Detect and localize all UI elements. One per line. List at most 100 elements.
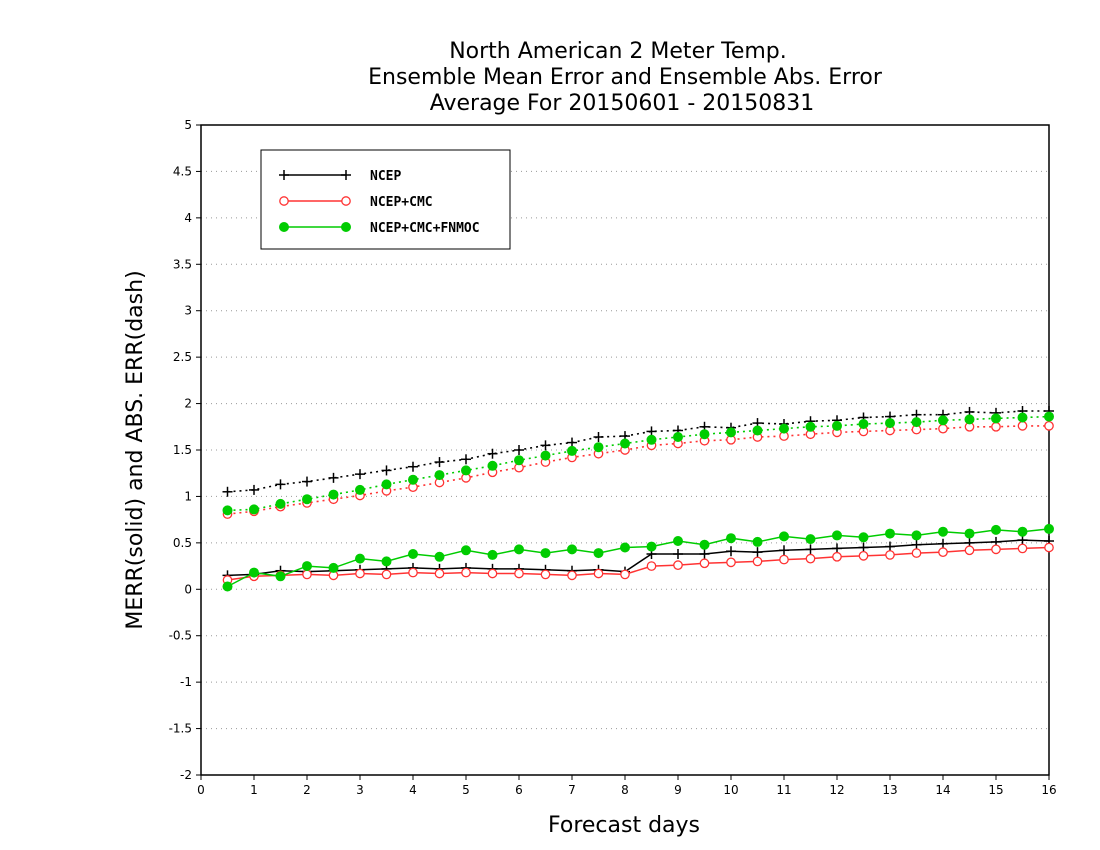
legend-label: NCEP+CMC (370, 195, 433, 210)
series-ncep-cmc-fnmoc-abs-err-line (227, 415, 1050, 512)
point-ncep-cmc-merr (381, 569, 392, 580)
point-ncep-cmc-fnmoc-merr (726, 533, 736, 544)
point-ncep-abs-err (302, 476, 312, 487)
point-ncep-merr (779, 545, 789, 556)
point-ncep-cmc-fnmoc-abs-err (805, 421, 816, 432)
point-ncep-cmc-merr (991, 544, 1001, 555)
point-ncep-abs-err (461, 454, 471, 465)
point-ncep-abs-err (249, 484, 259, 495)
point-ncep-cmc-fnmoc-abs-err (752, 425, 763, 436)
legend-label: NCEP+CMC+FNMOC (370, 221, 480, 236)
point-ncep-cmc-merr (779, 554, 789, 565)
point-ncep-merr (699, 549, 710, 559)
point-ncep-cmc-merr (964, 545, 975, 556)
point-ncep-cmc-fnmoc-abs-err (726, 427, 736, 438)
point-ncep-abs-err (275, 479, 286, 490)
y-tick-label: 3 (184, 304, 192, 318)
point-ncep-cmc-merr (1017, 543, 1028, 554)
point-ncep-cmc-fnmoc-abs-err (911, 417, 922, 428)
x-tick-label: 5 (462, 783, 470, 797)
y-tick-label: 4.5 (173, 164, 192, 178)
axes-layer: -2-1.5-1-0.500.511.522.533.544.550 1 2 3 4 5 6… (169, 118, 1057, 797)
point-ncep-merr (726, 546, 736, 557)
point-ncep-cmc-fnmoc-merr (434, 551, 445, 562)
legend-item-ncep-cmc-fnmoc: NCEP+CMC+FNMOC (279, 221, 480, 236)
point-ncep-cmc-merr (593, 568, 604, 579)
point-ncep-cmc-fnmoc-abs-err (885, 418, 895, 429)
legend-item-ncep-cmc: NCEP+CMC (279, 195, 433, 210)
y-tick-label: 0 (184, 582, 192, 596)
x-tick-label: 7 (568, 783, 576, 797)
point-ncep-cmc-fnmoc-abs-err (938, 415, 948, 426)
point-ncep-cmc-fnmoc-merr (832, 530, 842, 541)
series-layer (222, 406, 1054, 592)
y-tick-label: 1 (184, 489, 192, 503)
point-ncep-cmc-fnmoc-abs-err (381, 479, 392, 490)
legend: NCEP NCEP+CMC NCEP+CMC+FNMOC (260, 149, 511, 250)
point-ncep-cmc-merr (620, 569, 630, 580)
legend-items: NCEP NCEP+CMC NCEP+CMC+FNMOC (279, 169, 480, 236)
point-ncep-cmc-fnmoc-merr (911, 530, 922, 541)
point-ncep-abs-err (540, 440, 551, 451)
point-ncep-merr (938, 538, 948, 549)
point-ncep-abs-err (434, 457, 445, 468)
point-ncep-cmc-fnmoc-merr (567, 544, 577, 555)
point-ncep-cmc-merr (832, 551, 842, 562)
point-ncep-cmc-fnmoc-abs-err (434, 470, 445, 481)
legend-marker (279, 196, 289, 206)
x-tick-label: 0 (197, 783, 205, 797)
x-tick-label: 8 (621, 783, 629, 797)
point-ncep-merr (752, 547, 763, 558)
title-line-3: Average For 20150601 - 20150831 (430, 91, 815, 116)
point-ncep-cmc-fnmoc-merr (620, 542, 630, 553)
x-tick-label: 2 (303, 783, 311, 797)
point-ncep-cmc-fnmoc-abs-err (1044, 411, 1054, 422)
y-tick-label: 2.5 (173, 350, 192, 364)
y-tick-label: -1 (180, 675, 192, 689)
point-ncep-cmc-fnmoc-merr (593, 548, 604, 559)
point-ncep-cmc-merr (726, 557, 736, 568)
point-ncep-cmc-merr (646, 561, 657, 571)
point-ncep-abs-err (222, 486, 233, 497)
legend-marker (341, 170, 351, 180)
point-ncep-cmc-merr (434, 568, 445, 579)
point-ncep-cmc-fnmoc-merr (991, 524, 1001, 535)
legend-label: NCEP (370, 169, 401, 184)
point-ncep-cmc-fnmoc-abs-err (646, 434, 657, 445)
point-ncep-cmc-fnmoc-abs-err (540, 450, 551, 461)
point-ncep-cmc-fnmoc-abs-err (593, 442, 604, 453)
point-ncep-cmc-fnmoc-merr (328, 562, 339, 573)
y-tick-label: 1.5 (173, 443, 192, 457)
point-ncep-merr (858, 542, 869, 553)
point-ncep-cmc-fnmoc-abs-err (487, 460, 498, 471)
point-ncep-cmc-fnmoc-abs-err (328, 489, 339, 500)
point-ncep-merr (911, 539, 922, 550)
point-ncep-cmc-fnmoc-merr (408, 549, 418, 559)
point-ncep-cmc-merr (408, 567, 418, 578)
point-ncep-abs-err (381, 465, 392, 476)
point-ncep-cmc-fnmoc-abs-err (461, 465, 471, 476)
point-ncep-cmc-abs-err (938, 423, 948, 434)
point-ncep-merr (673, 549, 683, 559)
x-tick-label: 15 (988, 783, 1003, 797)
point-ncep-cmc-fnmoc-merr (699, 539, 710, 550)
point-ncep-abs-err (487, 448, 498, 459)
x-tick-label: 14 (935, 783, 950, 797)
point-ncep-cmc-fnmoc-merr (355, 553, 365, 564)
legend-marker (341, 222, 351, 232)
point-ncep-cmc-fnmoc-merr (964, 528, 975, 539)
legend-marker (279, 170, 289, 180)
legend-item-ncep: NCEP (279, 169, 401, 184)
point-ncep-cmc-fnmoc-merr (381, 556, 392, 567)
series-ncep-cmc-abs-err-line (227, 425, 1049, 515)
x-tick-label: 6 (515, 783, 523, 797)
series-ncep-cmc-fnmoc-merr-line (227, 528, 1050, 588)
point-ncep-cmc-fnmoc-abs-err (991, 413, 1001, 424)
point-ncep-cmc-merr (858, 551, 869, 561)
point-ncep-cmc-fnmoc-merr (1017, 526, 1028, 537)
point-ncep-cmc-fnmoc-merr (646, 541, 657, 552)
point-ncep-cmc-fnmoc-abs-err (355, 484, 365, 495)
legend-marker (279, 222, 289, 232)
title-line-1: North American 2 Meter Temp. (449, 39, 787, 64)
